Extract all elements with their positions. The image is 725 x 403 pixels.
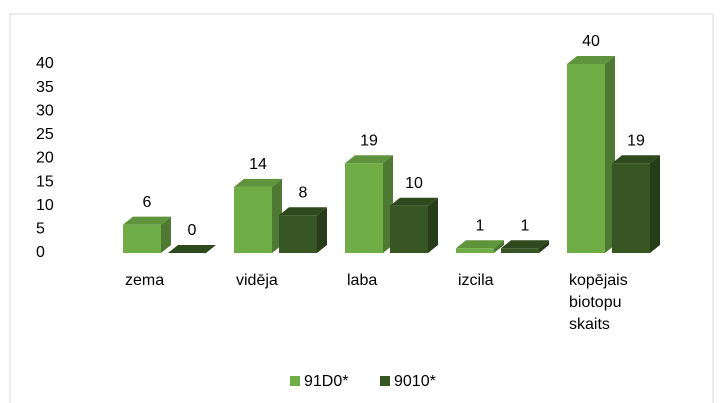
bar [123,216,171,253]
bar-front [612,163,650,253]
bar-top [168,245,216,253]
x-tick-label: vidēja [236,272,278,289]
legend-swatch [380,376,390,386]
x-tick-label: kopējais biotopu skaits [569,272,628,333]
y-tick-label: 25 [36,126,54,143]
y-tick-label: 10 [36,197,54,214]
legend-label: 91D0* [304,373,348,390]
bar-front [279,215,317,253]
bar-front [567,64,605,253]
bar-side [650,155,660,253]
bar [501,240,549,253]
value-label: 1 [521,217,530,234]
bar [279,207,327,253]
bar [234,178,282,253]
bar-side [161,216,171,253]
bar-side [428,197,438,253]
bar-front [456,248,494,253]
x-tick-label: laba [347,272,378,289]
y-tick-label: 30 [36,102,54,119]
bar-top [612,155,660,164]
value-label: 10 [405,175,423,192]
chart-border [9,13,714,403]
bar [168,245,216,253]
y-tick-label: 5 [36,221,45,238]
bar [456,240,504,253]
bar-top [345,155,393,164]
bar-front [345,163,383,253]
y-tick-label: 0 [36,244,45,261]
bar [390,197,438,253]
value-label: 1 [476,217,485,234]
y-tick-label: 20 [36,150,54,167]
value-label: 19 [360,132,378,149]
y-tick-label: 15 [36,173,54,190]
value-label: 6 [143,194,152,211]
bar-front [501,248,539,253]
bar-front [123,224,161,253]
bar-side [317,207,327,253]
bar-top [123,216,171,225]
bar-top [567,56,615,64]
bar-top [234,178,282,187]
bar-top [501,240,549,249]
bar-side [494,240,504,253]
bar [345,155,393,253]
value-label: 14 [249,156,267,173]
x-tick-label: izcila [458,272,494,289]
bar-side [539,240,549,253]
value-label: 19 [627,132,645,149]
legend-swatch [290,376,300,386]
value-label: 0 [188,222,197,239]
bar-top [279,207,327,216]
bar [567,56,615,253]
legend-label: 9010* [394,373,436,390]
bar-front [390,205,428,253]
y-tick-label: 35 [36,79,54,96]
bar-top [456,240,504,249]
value-label: 8 [299,184,308,201]
value-label: 40 [582,33,600,50]
bar-front [234,186,272,253]
x-tick-label: zema [125,272,165,289]
bar [612,155,660,253]
bar-top [390,197,438,206]
y-tick-label: 40 [36,55,54,72]
